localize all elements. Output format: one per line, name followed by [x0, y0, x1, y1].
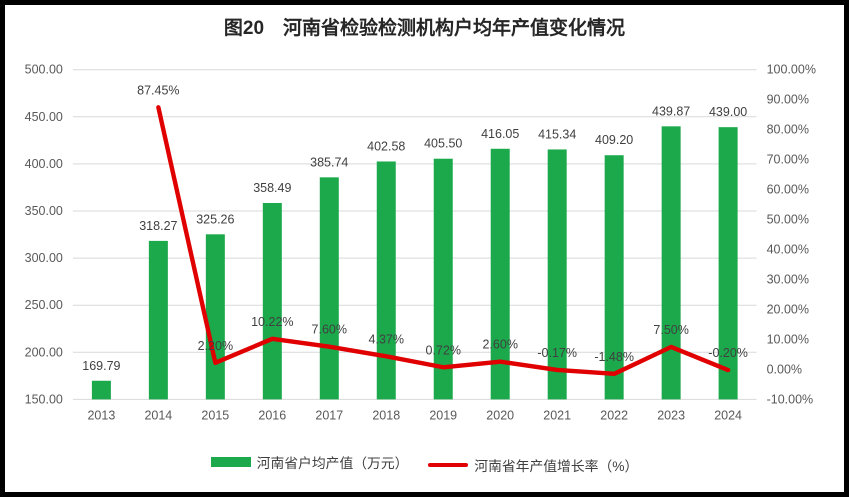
svg-text:500.00: 500.00 — [25, 63, 63, 77]
svg-text:2014: 2014 — [144, 408, 172, 422]
svg-text:409.20: 409.20 — [595, 133, 633, 147]
svg-text:415.34: 415.34 — [538, 127, 576, 141]
svg-text:416.05: 416.05 — [481, 127, 519, 141]
svg-text:50.00%: 50.00% — [767, 213, 809, 227]
svg-text:2023: 2023 — [657, 408, 685, 422]
svg-text:318.27: 318.27 — [139, 219, 177, 233]
svg-text:2.60%: 2.60% — [482, 338, 517, 352]
svg-text:7.50%: 7.50% — [653, 323, 688, 337]
svg-text:87.45%: 87.45% — [137, 83, 179, 97]
svg-text:150.00: 150.00 — [25, 392, 63, 406]
svg-text:10.22%: 10.22% — [251, 315, 293, 329]
svg-text:-1.48%: -1.48% — [594, 350, 634, 364]
svg-text:2019: 2019 — [429, 408, 457, 422]
svg-text:4.37%: 4.37% — [369, 332, 404, 346]
svg-text:2022: 2022 — [600, 408, 628, 422]
svg-text:350.00: 350.00 — [25, 204, 63, 218]
svg-text:450.00: 450.00 — [25, 110, 63, 124]
svg-text:250.00: 250.00 — [25, 298, 63, 312]
svg-text:-0.20%: -0.20% — [708, 346, 748, 360]
svg-text:300.00: 300.00 — [25, 251, 63, 265]
svg-text:439.00: 439.00 — [709, 105, 747, 119]
svg-text:7.60%: 7.60% — [312, 323, 347, 337]
svg-text:0.00%: 0.00% — [767, 362, 802, 376]
svg-text:439.87: 439.87 — [652, 104, 690, 118]
svg-text:2021: 2021 — [543, 408, 571, 422]
svg-text:2015: 2015 — [201, 408, 229, 422]
svg-text:20.00%: 20.00% — [767, 302, 809, 316]
svg-text:2013: 2013 — [87, 408, 115, 422]
svg-text:385.74: 385.74 — [310, 155, 348, 169]
svg-text:60.00%: 60.00% — [767, 183, 809, 197]
svg-text:400.00: 400.00 — [25, 157, 63, 171]
svg-text:2017: 2017 — [315, 408, 343, 422]
svg-text:-0.17%: -0.17% — [537, 346, 577, 360]
svg-text:10.00%: 10.00% — [767, 332, 809, 346]
svg-text:402.58: 402.58 — [367, 139, 405, 153]
svg-text:2016: 2016 — [258, 408, 286, 422]
svg-text:2024: 2024 — [714, 408, 742, 422]
svg-text:80.00%: 80.00% — [767, 123, 809, 137]
svg-text:358.49: 358.49 — [253, 181, 291, 195]
svg-text:100.00%: 100.00% — [767, 63, 816, 77]
svg-text:40.00%: 40.00% — [767, 243, 809, 257]
svg-text:2018: 2018 — [372, 408, 400, 422]
svg-text:30.00%: 30.00% — [767, 273, 809, 287]
svg-text:70.00%: 70.00% — [767, 153, 809, 167]
svg-text:169.79: 169.79 — [82, 359, 120, 373]
svg-text:90.00%: 90.00% — [767, 93, 809, 107]
svg-text:405.50: 405.50 — [424, 137, 462, 151]
svg-text:325.26: 325.26 — [196, 212, 234, 226]
svg-text:0.72%: 0.72% — [426, 343, 461, 357]
svg-text:200.00: 200.00 — [25, 345, 63, 359]
svg-text:-10.00%: -10.00% — [767, 392, 814, 406]
svg-text:2020: 2020 — [486, 408, 514, 422]
svg-text:2.20%: 2.20% — [198, 339, 233, 353]
